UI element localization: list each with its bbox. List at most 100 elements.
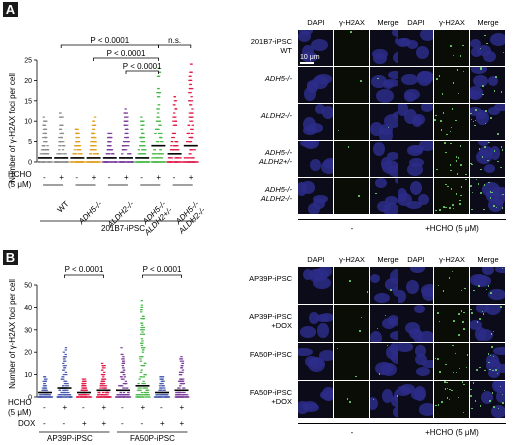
data-point bbox=[67, 391, 70, 394]
nucleus bbox=[478, 141, 489, 146]
data-point bbox=[63, 389, 66, 391]
data-point bbox=[64, 349, 68, 351]
focus-dot bbox=[480, 67, 482, 69]
data-point bbox=[142, 376, 146, 378]
data-point bbox=[189, 83, 193, 86]
data-point bbox=[135, 394, 138, 396]
data-point bbox=[180, 358, 183, 360]
data-point bbox=[140, 120, 143, 122]
data-point bbox=[107, 153, 111, 155]
data-point bbox=[156, 157, 160, 159]
nucleus bbox=[403, 91, 416, 102]
condition-label: - bbox=[350, 428, 354, 437]
dox-sign: - bbox=[43, 419, 46, 428]
data-point bbox=[58, 145, 61, 147]
data-point bbox=[166, 161, 170, 163]
data-point bbox=[143, 382, 146, 385]
comparison-label: P < 0.0001 bbox=[123, 62, 162, 71]
data-point bbox=[138, 394, 142, 396]
focus-dot bbox=[336, 347, 339, 350]
comparison-bracket bbox=[142, 274, 182, 278]
nucleus bbox=[322, 106, 333, 120]
data-point bbox=[91, 132, 95, 135]
focus-dot bbox=[489, 399, 491, 402]
focus-dot bbox=[482, 93, 484, 96]
data-point bbox=[162, 385, 165, 387]
nucleus bbox=[322, 157, 333, 170]
micrograph-cell bbox=[434, 305, 469, 342]
data-point bbox=[189, 120, 192, 122]
focus-dot bbox=[459, 145, 462, 147]
nucleus bbox=[385, 196, 398, 206]
y-tick-label: 15 bbox=[24, 98, 32, 105]
focus-dot bbox=[439, 209, 441, 211]
comparison-label: P < 0.0001 bbox=[65, 265, 104, 274]
nucleus bbox=[414, 305, 426, 313]
nucleus bbox=[406, 40, 418, 49]
focus-dot bbox=[483, 389, 486, 392]
data-point bbox=[89, 396, 93, 398]
data-point bbox=[61, 149, 65, 151]
nucleus bbox=[475, 305, 490, 313]
focus-dot bbox=[481, 310, 484, 313]
focus-dot bbox=[437, 312, 439, 314]
focus-dot bbox=[459, 199, 461, 202]
data-point bbox=[80, 153, 83, 155]
data-point bbox=[183, 157, 187, 159]
focus-dot bbox=[436, 78, 438, 80]
data-point bbox=[74, 153, 77, 155]
data-point bbox=[79, 396, 82, 398]
nucleus bbox=[306, 80, 320, 90]
hcho-sign: - bbox=[107, 173, 111, 182]
dox-sign: - bbox=[62, 419, 66, 428]
nucleus bbox=[420, 30, 433, 42]
data-point bbox=[160, 132, 163, 135]
micrograph-cell bbox=[334, 141, 369, 177]
data-point bbox=[120, 353, 123, 356]
micrograph-cell bbox=[398, 67, 433, 103]
micrograph-cell bbox=[398, 267, 433, 304]
data-point bbox=[100, 362, 104, 364]
nucleus bbox=[381, 317, 397, 330]
focus-dot bbox=[450, 45, 452, 47]
focus-dot bbox=[444, 388, 447, 390]
focus-dot bbox=[437, 358, 439, 360]
focus-dot bbox=[439, 371, 441, 373]
data-point bbox=[94, 153, 98, 155]
data-point bbox=[64, 153, 67, 155]
data-point bbox=[124, 124, 127, 126]
hcho-sign: + bbox=[101, 403, 107, 412]
data-point bbox=[67, 394, 70, 396]
focus-dot bbox=[349, 401, 351, 403]
data-point bbox=[118, 161, 121, 163]
data-point bbox=[37, 396, 40, 398]
data-point bbox=[140, 306, 144, 308]
data-point bbox=[102, 391, 105, 394]
micrograph-cell bbox=[298, 104, 333, 140]
data-point bbox=[123, 396, 126, 398]
focus-dot bbox=[349, 280, 351, 282]
focus-dot bbox=[359, 330, 361, 332]
data-point bbox=[190, 96, 193, 98]
data-point bbox=[77, 153, 81, 155]
row-label: FA50P-iPSC bbox=[249, 350, 292, 359]
nucleus bbox=[406, 145, 424, 156]
data-point bbox=[124, 380, 128, 382]
focus-dot bbox=[488, 141, 490, 144]
focus-dot bbox=[478, 285, 480, 287]
data-point bbox=[124, 382, 128, 385]
data-point bbox=[138, 396, 142, 398]
focus-dot bbox=[493, 205, 495, 207]
focus-dot bbox=[492, 369, 494, 372]
nucleus bbox=[309, 268, 323, 283]
data-point bbox=[123, 112, 127, 114]
data-point bbox=[147, 161, 151, 163]
nucleus bbox=[383, 202, 400, 214]
data-point bbox=[81, 394, 85, 396]
focus-dot bbox=[445, 151, 447, 154]
data-point bbox=[138, 378, 141, 380]
micrograph-cell bbox=[398, 30, 433, 66]
data-point bbox=[144, 387, 147, 389]
nucleus bbox=[301, 51, 318, 62]
data-point bbox=[62, 362, 65, 364]
